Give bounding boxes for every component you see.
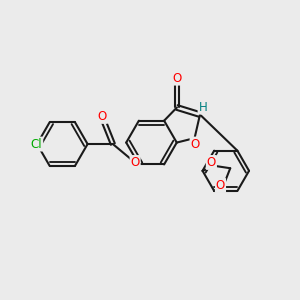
- Text: H: H: [199, 100, 207, 114]
- Text: Cl: Cl: [31, 138, 42, 151]
- Text: O: O: [98, 110, 107, 123]
- Text: O: O: [190, 137, 200, 151]
- Text: O: O: [172, 72, 182, 85]
- Text: O: O: [216, 179, 225, 192]
- Text: O: O: [130, 156, 140, 169]
- Text: O: O: [207, 156, 216, 169]
